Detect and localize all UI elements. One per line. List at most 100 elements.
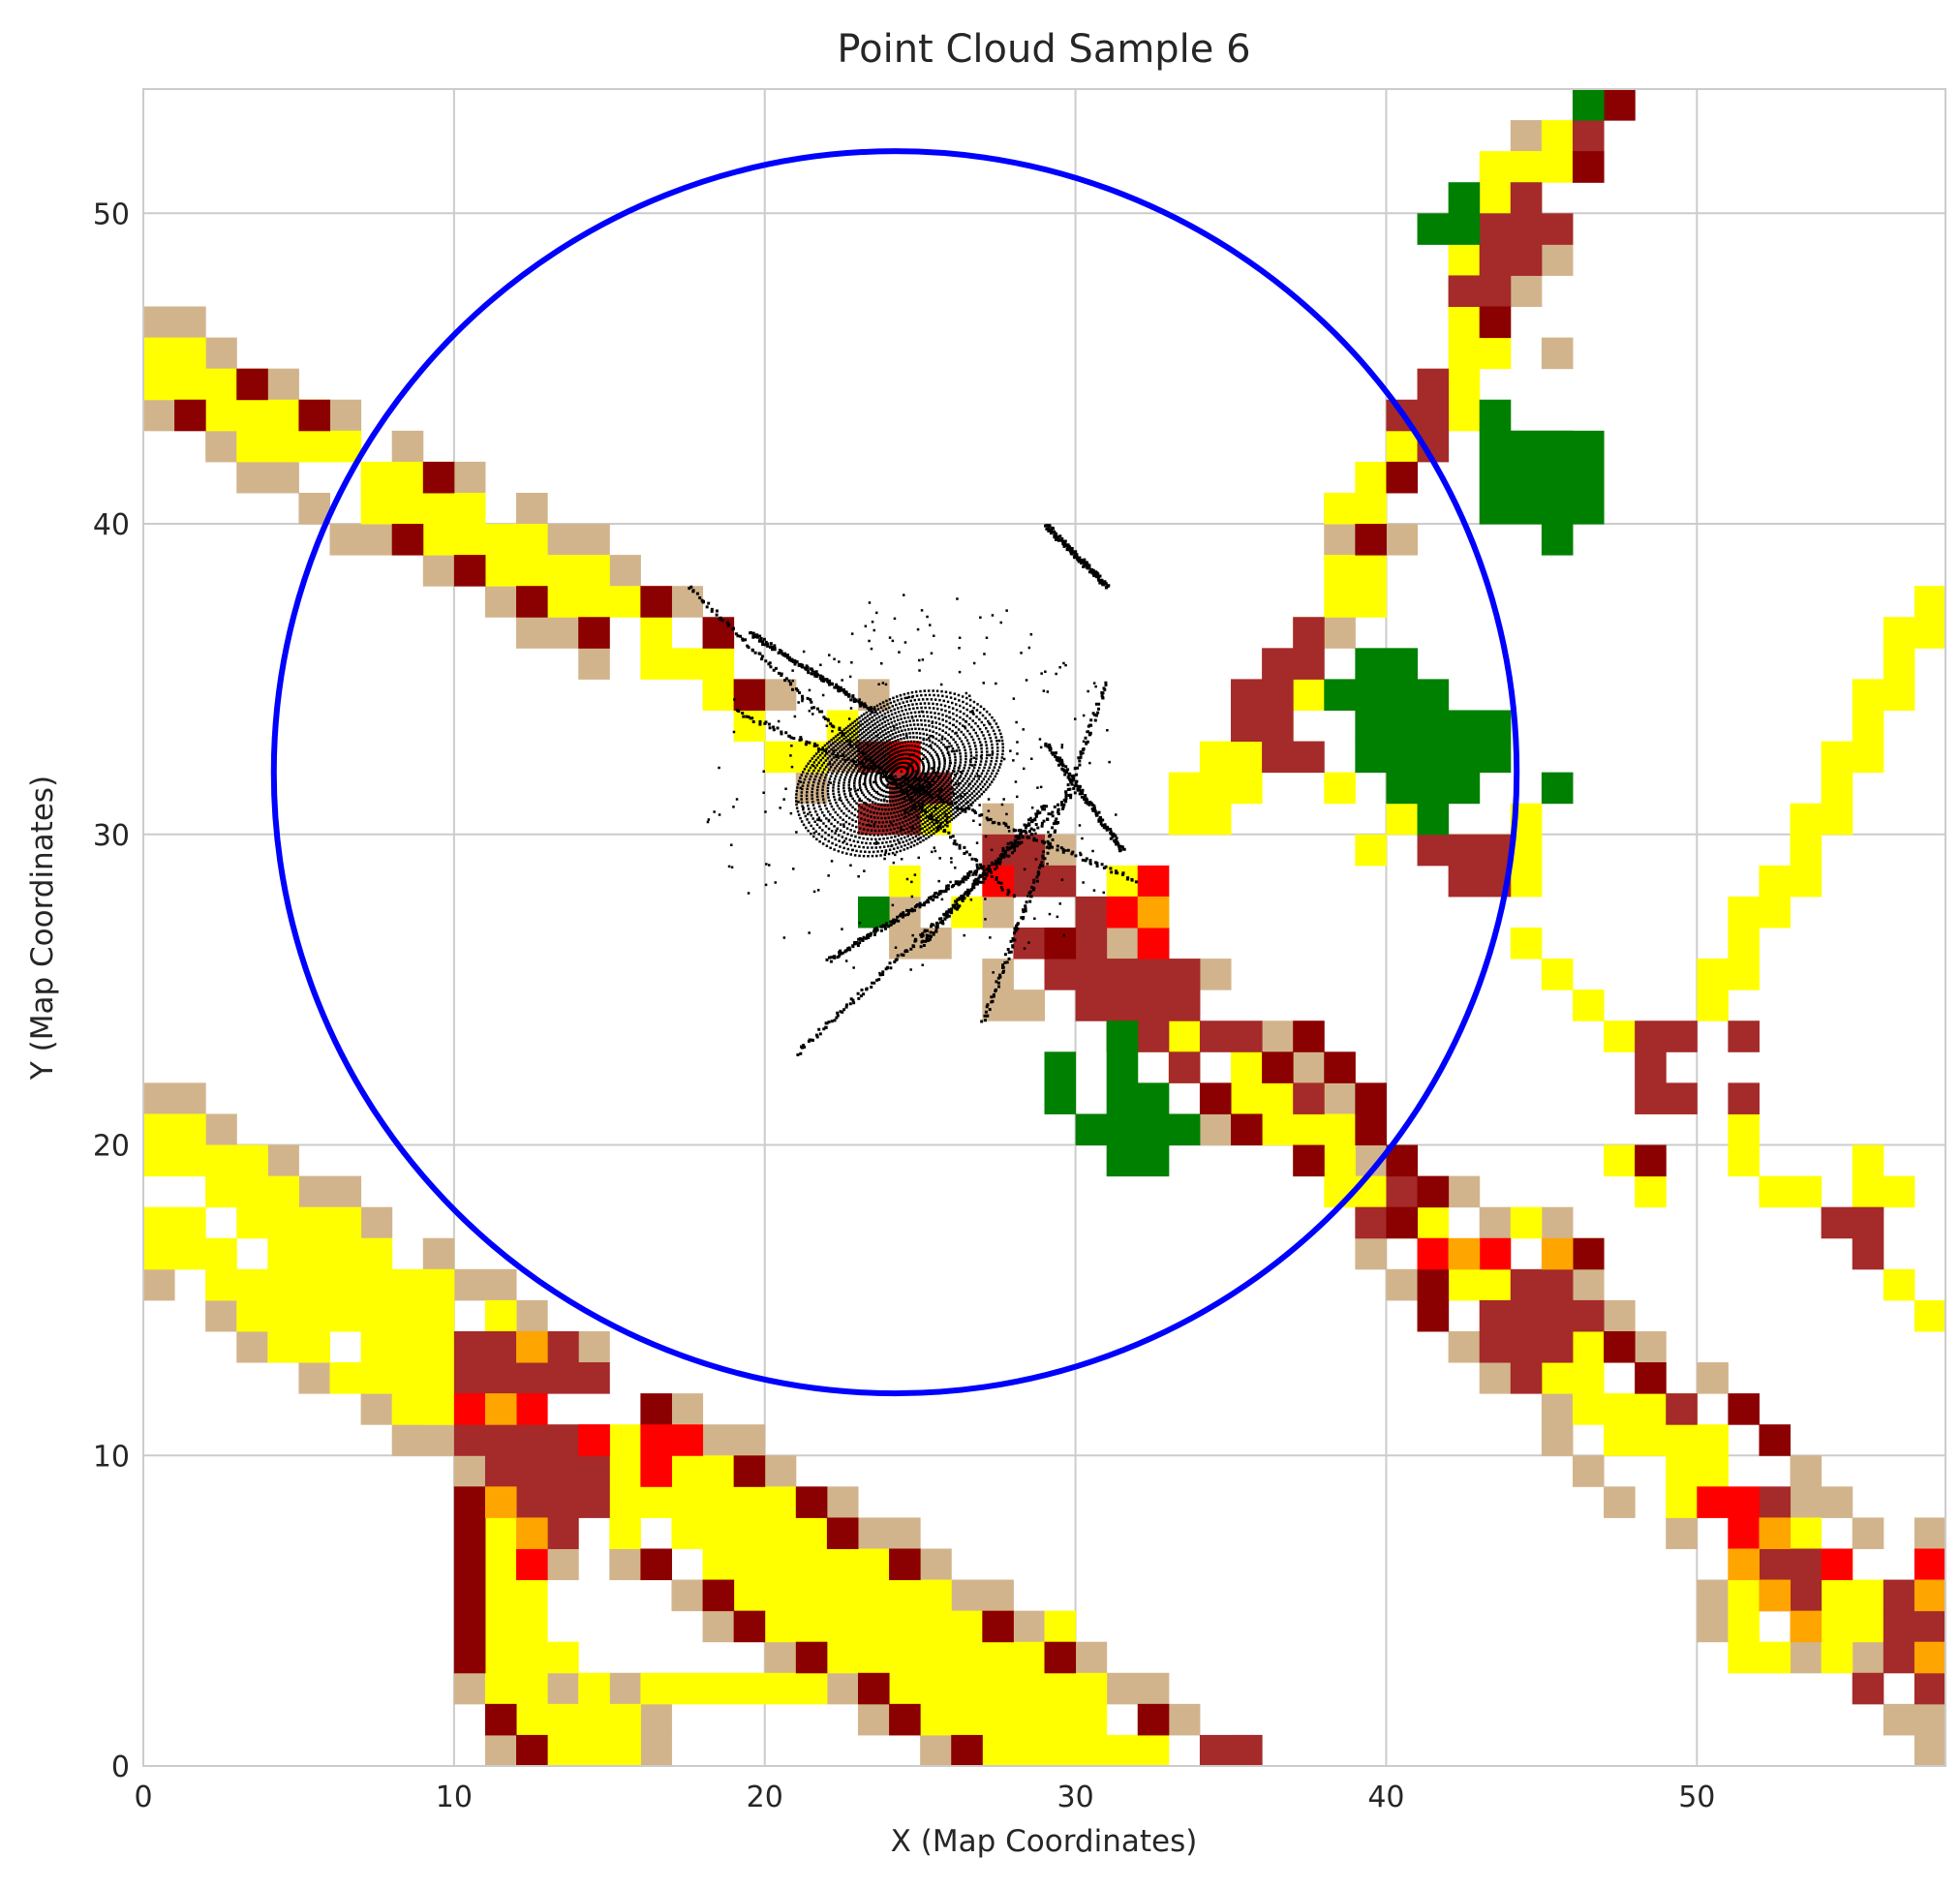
cell-yellow [1883,1268,1915,1301]
cell-orange [1448,1237,1481,1270]
cell-brown [1013,865,1077,898]
cell-red [516,1393,548,1425]
cell-darkred [1355,1082,1387,1114]
cell-brown [1790,1579,1822,1612]
cell-yellow [764,1610,1014,1643]
cell-tan [516,492,548,525]
cell-brown [1106,959,1201,990]
cell-yellow [205,1268,299,1301]
cell-yellow [1821,1641,1853,1674]
cell-yellow [422,1393,455,1425]
occupancy-cells [143,89,1945,1766]
cell-brown [484,1455,610,1487]
point-cloud [688,524,1138,1056]
cell-darkred [1479,306,1512,339]
cell-yellow [484,1579,548,1612]
cell-yellow [702,1548,921,1581]
cell-yellow [1852,710,1884,743]
cell-darkred [1417,1175,1450,1208]
x-tick-label: 30 [1057,1781,1093,1814]
cell-yellow [1728,1641,1792,1674]
y-tick-label: 10 [93,1440,130,1474]
cell-yellow [1728,1579,1760,1612]
cell-yellow [733,710,766,743]
y-tick-labels: 0 10 20 30 40 50 [93,198,130,1784]
cell-yellow [298,1268,455,1301]
cell-brown [1199,1020,1263,1052]
cell-tan [422,555,455,587]
cell-red [1728,1517,1760,1549]
cell-brown [1386,1175,1419,1208]
cell-yellow [205,1237,237,1270]
cell-yellow [1914,586,1945,618]
cell-tan [1541,1393,1574,1425]
cell-tan [236,461,299,494]
y-tick-label: 50 [93,198,130,231]
cell-green [1448,710,1512,743]
cell-tan [1324,524,1356,556]
cell-tan [857,1517,921,1549]
cell-yellow [484,1517,517,1549]
cell-yellow [1572,990,1605,1021]
cell-yellow [1448,1268,1481,1301]
range-circle [270,148,1520,1397]
cell-brown [1479,213,1574,245]
cell-yellow [205,1175,299,1208]
cell-red [1137,928,1170,959]
cell-yellow [143,1206,206,1239]
point-cloud-points [688,524,1138,1056]
cell-yellow [1697,990,1729,1021]
cell-yellow [547,1641,579,1674]
cell-tan [1013,1610,1045,1643]
cell-darkred [1572,1237,1605,1270]
x-tick-label: 40 [1367,1781,1404,1814]
cell-yellow [1293,679,1325,711]
cell-darkred [1386,1206,1419,1239]
cell-tan [1883,1703,1945,1736]
cell-yellow [1728,928,1760,959]
cell-yellow [640,617,672,649]
y-tick-label: 30 [93,819,130,853]
cell-yellow [1541,1362,1605,1394]
cell-orange [1541,1237,1574,1270]
cell-yellow [1510,865,1543,898]
cell-orange [516,1330,548,1363]
cell-darkred [826,1517,859,1549]
cell-yellow [1604,1020,1636,1052]
cell-tan [547,524,610,556]
cell-yellow [484,555,610,587]
cell-yellow [1666,1455,1729,1487]
cell-tan [1541,1424,1574,1456]
cell-darkred [1293,1020,1325,1052]
cell-yellow [889,865,921,898]
cell-tan [360,1393,393,1425]
cell-tan [1386,1268,1419,1301]
cell-brown [1199,1734,1263,1766]
cell-yellow [609,1517,641,1549]
cell-yellow [360,461,424,494]
cell-yellow [1479,182,1512,214]
cell-darkred [1572,151,1605,183]
cell-tan [298,1362,331,1394]
cell-tan [578,648,610,680]
x-tick-labels: 0 10 20 30 40 50 [134,1781,1715,1814]
cell-orange [484,1486,517,1518]
cell-darkred [733,679,766,711]
cell-brown [1293,617,1325,649]
cell-tan [1697,1610,1729,1643]
cell-brown [1168,1051,1201,1083]
cell-tan [1572,1455,1605,1487]
cell-yellow [1541,959,1574,990]
cell-tan [360,1206,393,1239]
cell-yellow [1541,151,1574,183]
cell-tan [329,399,362,432]
cell-tan [671,586,704,618]
cell-tan [1666,1517,1698,1549]
cell-yellow [1852,679,1915,711]
cell-yellow [1510,151,1543,183]
cell-orange [1914,1579,1945,1612]
cell-brown [1262,741,1325,774]
cell-red [640,1455,672,1487]
cell-yellow [1510,928,1543,959]
y-tick-label: 40 [93,508,130,542]
